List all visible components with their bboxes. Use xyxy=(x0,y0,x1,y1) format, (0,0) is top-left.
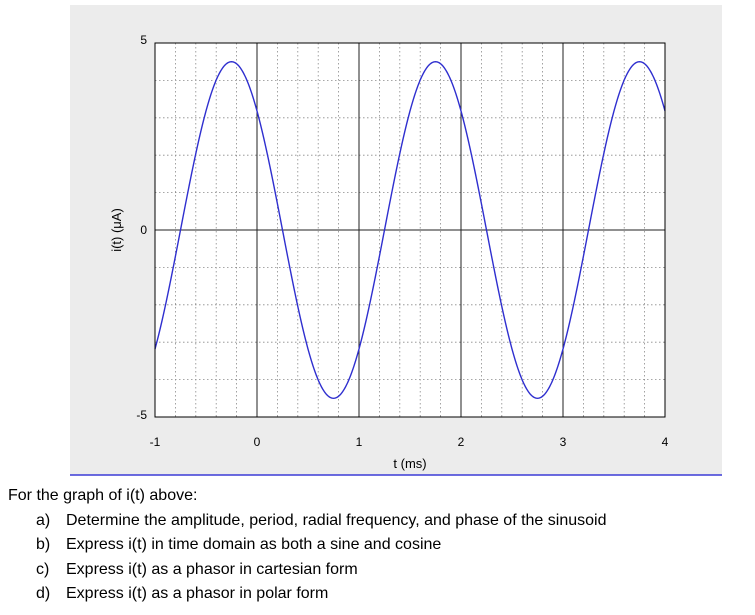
grid xyxy=(155,43,665,417)
item-text: Express i(t) in time domain as both a si… xyxy=(66,536,442,553)
item-text: Express i(t) as a phasor in polar form xyxy=(66,585,329,602)
item-letter: b) xyxy=(36,536,51,553)
series-layer xyxy=(154,60,666,400)
axes-box xyxy=(154,42,666,418)
question-item-d: d) Express i(t) as a phasor in polar for… xyxy=(8,582,748,607)
x-tick-label: 0 xyxy=(254,435,261,449)
question-item-b: b) Express i(t) in time domain as both a… xyxy=(8,533,748,558)
question-list: a) Determine the amplitude, period, radi… xyxy=(8,509,748,607)
question-item-a: a) Determine the amplitude, period, radi… xyxy=(8,509,748,534)
x-tick-label: 2 xyxy=(458,435,465,449)
question-intro: For the graph of i(t) above: xyxy=(8,487,198,504)
x-tick-label: -1 xyxy=(150,435,161,449)
y-tick-label: 0 xyxy=(140,223,147,237)
x-tick-label: 1 xyxy=(356,435,363,449)
series-line xyxy=(154,60,666,400)
question-block: For the graph of i(t) above: a) Determin… xyxy=(8,484,748,607)
x-tick-label: 3 xyxy=(560,435,567,449)
item-text: Determine the amplitude, period, radial … xyxy=(66,511,607,529)
item-letter: c) xyxy=(36,560,50,578)
item-text: Express i(t) as a phasor in cartesian fo… xyxy=(66,560,358,578)
y-axis-label: i(t) (μA) xyxy=(109,208,124,252)
item-letter: a) xyxy=(36,511,51,529)
x-axis-label: t (ms) xyxy=(393,456,426,471)
x-tick-label: 4 xyxy=(662,435,669,449)
item-letter: d) xyxy=(36,585,51,602)
tick-labels: -1 0 1 2 3 4 -5 0 5 xyxy=(136,33,668,449)
y-tick-label: -5 xyxy=(136,408,147,422)
chart-figure: -1 0 1 2 3 4 -5 0 5 t (ms) i(t) (μA) xyxy=(70,5,722,476)
y-tick-label: 5 xyxy=(140,33,147,47)
question-item-c: c) Express i(t) as a phasor in cartesian… xyxy=(8,558,748,583)
